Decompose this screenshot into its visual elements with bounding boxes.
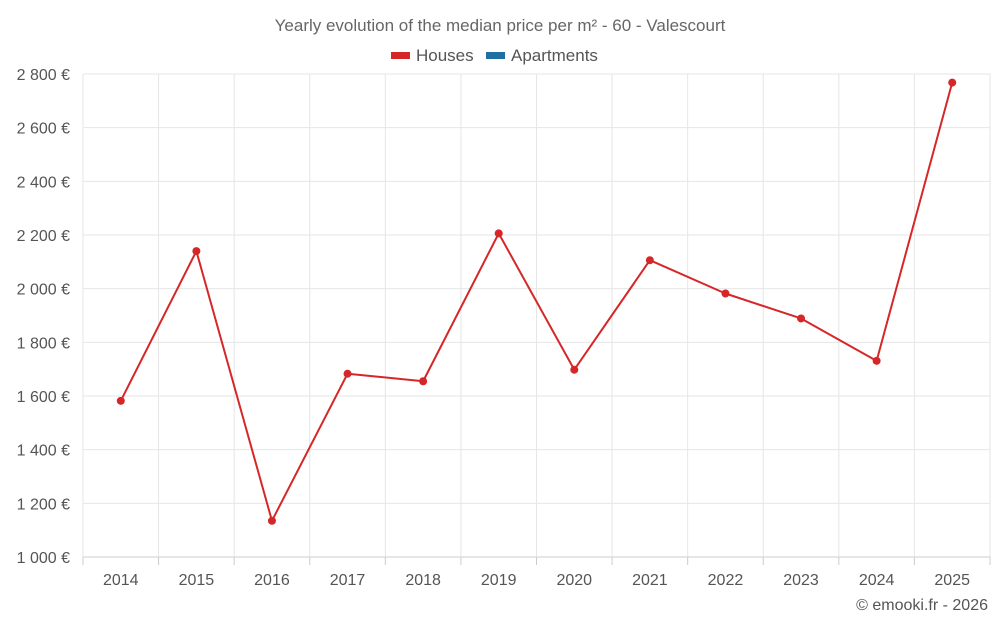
x-tick-label: 2025 (934, 572, 970, 589)
x-tick-label: 2024 (859, 572, 895, 589)
x-axis-ticks: 2014 2015 2016 2017 2018 2019 2020 2021 2022 2023… (103, 572, 970, 589)
y-tick-label: 1 000 € (17, 550, 70, 567)
data-point-houses[interactable] (872, 356, 881, 365)
data-point-houses[interactable] (267, 516, 276, 525)
x-tick-label: 2023 (783, 572, 819, 589)
legend-item-apartments[interactable]: Apartments (486, 46, 598, 65)
data-point-houses[interactable] (419, 377, 428, 386)
data-point-houses[interactable] (192, 247, 201, 256)
legend-item-houses[interactable]: Houses (391, 46, 474, 65)
x-tick-label: 2018 (405, 572, 441, 589)
y-tick-label: 1 800 € (17, 335, 70, 352)
credit: © emooki.fr - 2026 (856, 597, 988, 614)
y-tick-label: 2 200 € (17, 228, 70, 245)
y-tick-label: 2 400 € (17, 174, 70, 191)
y-tick-label: 2 000 € (17, 282, 70, 299)
chart-title: Yearly evolution of the median price per… (275, 16, 726, 35)
series-houses (116, 78, 957, 525)
legend-swatch-houses (391, 52, 410, 59)
y-tick-label: 1 200 € (17, 496, 70, 513)
x-tick-label: 2017 (330, 572, 366, 589)
x-tick-label: 2016 (254, 572, 290, 589)
x-tick-label: 2014 (103, 572, 139, 589)
legend-label-houses: Houses (416, 46, 474, 65)
data-point-houses[interactable] (645, 256, 654, 265)
x-tick-label: 2021 (632, 572, 668, 589)
x-tick-label: 2020 (556, 572, 592, 589)
y-tick-label: 2 800 € (17, 67, 70, 84)
series-line-houses (119, 82, 954, 522)
data-point-houses[interactable] (948, 78, 957, 87)
data-point-houses[interactable] (721, 289, 730, 298)
data-point-houses[interactable] (570, 365, 579, 374)
y-tick-label: 1 400 € (17, 443, 70, 460)
data-point-houses[interactable] (797, 314, 806, 323)
data-point-houses[interactable] (116, 396, 125, 405)
legend-label-apartments: Apartments (511, 46, 598, 65)
data-point-houses[interactable] (343, 369, 352, 378)
grid (82, 73, 991, 565)
x-tick-label: 2015 (179, 572, 215, 589)
y-tick-label: 2 600 € (17, 121, 70, 138)
legend: Houses Apartments (391, 46, 598, 65)
y-tick-label: 1 600 € (17, 389, 70, 406)
data-point-houses[interactable] (494, 229, 503, 238)
x-tick-label: 2022 (708, 572, 744, 589)
x-tick-label: 2019 (481, 572, 517, 589)
legend-swatch-apartments (486, 52, 505, 59)
y-axis-ticks: 1 000 € 1 200 € 1 400 € 1 600 € 1 800 € 2 000… (17, 67, 70, 567)
